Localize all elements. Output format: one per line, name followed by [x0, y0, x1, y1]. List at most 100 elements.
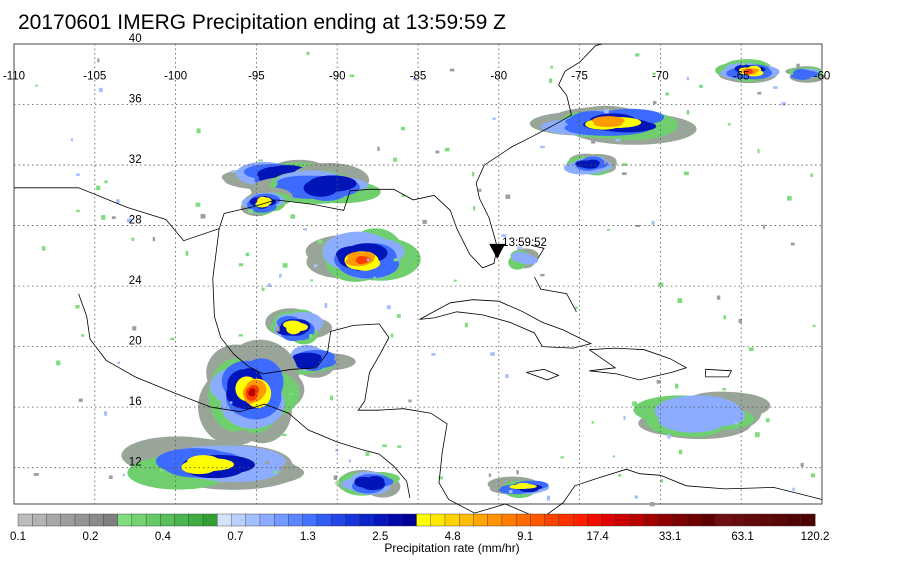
lon-tick-label: -70 — [652, 70, 669, 82]
precip-cell — [248, 390, 255, 397]
colorbar-swatch — [587, 513, 603, 527]
precip-speck — [335, 449, 339, 452]
satellite-time-label: 13:59:52 — [502, 237, 547, 249]
precip-speck — [303, 228, 307, 231]
coastline-puerto-rico — [705, 368, 733, 378]
precip-speck — [431, 353, 436, 356]
precip-speck — [464, 322, 468, 328]
lon-tick-label: -75 — [571, 70, 588, 82]
precip-atlantic-east — [785, 66, 825, 83]
colorbar-tick-label: 2.5 — [372, 531, 388, 543]
precip-speck — [408, 399, 412, 403]
coastline-hispaniola — [589, 347, 688, 381]
precip-speck — [505, 374, 509, 379]
colorbar-swatch — [160, 513, 176, 527]
colorbar-swatch — [245, 513, 261, 527]
colorbar-title: Precipitation rate (mm/hr) — [384, 541, 520, 555]
precip-speck — [313, 264, 318, 268]
lon-tick-label: -110 — [3, 70, 25, 82]
precip-speck — [653, 101, 657, 105]
precip-speck — [263, 350, 268, 353]
colorbar-swatch — [103, 513, 119, 527]
precip-speck — [790, 242, 795, 246]
precip-speck — [621, 172, 627, 175]
colorbar-swatch — [715, 513, 731, 527]
precip-speck — [765, 418, 770, 423]
colorbar-swatch — [743, 513, 759, 527]
precip-speck — [435, 150, 440, 154]
precip-atlantic-northeast — [715, 59, 780, 84]
precip-speck — [575, 306, 578, 310]
precip-speck — [735, 421, 738, 425]
colorbar-swatch — [302, 513, 318, 527]
precip-cell — [516, 253, 532, 262]
precip-speck — [393, 258, 399, 262]
precip-speck — [111, 216, 116, 220]
precip-speck — [757, 91, 762, 95]
precip-speck — [365, 452, 370, 456]
precip-speck — [390, 333, 394, 338]
colorbar-swatch — [644, 513, 659, 527]
colorbar-swatch — [273, 513, 289, 527]
lat-tick-label: 12 — [129, 457, 142, 469]
precip-speck — [393, 157, 397, 162]
colorbar-swatch — [117, 513, 133, 527]
precip-louisiana-cluster — [250, 162, 381, 204]
colorbar-swatch — [572, 513, 588, 527]
precip-speck — [741, 62, 745, 66]
precip-carolina-cells — [563, 153, 617, 176]
lat-tick-label: 28 — [129, 215, 142, 227]
lat-tick-label: 40 — [129, 33, 142, 45]
coastline-layer — [14, 43, 823, 520]
colorbar-swatch — [430, 513, 446, 527]
precip-speck — [591, 139, 596, 144]
lon-tick-label: -100 — [164, 70, 187, 82]
precip-speck — [78, 398, 83, 402]
satellite-position-icon — [489, 243, 506, 259]
precip-cell — [743, 70, 752, 75]
precip-scattered-specks — [33, 51, 816, 507]
precip-speck — [281, 433, 287, 437]
precip-gulf-coast-cells — [240, 187, 294, 217]
precip-speck — [453, 279, 457, 282]
precip-speck — [98, 87, 103, 93]
precip-speck — [678, 449, 683, 455]
precip-speck — [401, 194, 405, 198]
precip-cell — [792, 69, 813, 78]
colorbar-swatch — [402, 513, 417, 527]
lat-tick-label: 36 — [129, 94, 142, 106]
precip-speck — [490, 352, 495, 356]
precip-speck — [615, 138, 621, 142]
precip-speck — [508, 490, 513, 494]
precip-speck — [335, 482, 340, 485]
precip-speck — [309, 334, 313, 339]
colorbar-swatch — [17, 513, 33, 527]
precip-speck — [324, 303, 328, 308]
precip-speck — [131, 237, 135, 241]
precip-speck — [238, 334, 243, 337]
precip-speck — [591, 421, 595, 424]
precip-speck — [754, 432, 760, 438]
precip-speck — [258, 159, 263, 162]
colorbar-swatch — [786, 513, 802, 527]
colorbar-swatch — [473, 513, 489, 527]
precip-speck — [634, 495, 638, 499]
precip-speck — [397, 445, 402, 448]
precip-speck — [349, 74, 355, 78]
precip-speck — [787, 196, 792, 201]
precip-speck — [607, 228, 610, 231]
precip-speck — [238, 263, 244, 267]
precip-speck — [622, 163, 627, 167]
precip-speck — [310, 279, 313, 282]
precip-speck — [248, 209, 254, 213]
precip-speck — [658, 282, 664, 287]
colorbar-swatch — [316, 513, 332, 527]
precip-speck — [472, 206, 476, 211]
precip-speck — [623, 415, 626, 420]
precip-speck — [196, 128, 201, 134]
colorbar-tick-label: 0.2 — [82, 531, 98, 543]
lon-tick-label: -85 — [410, 70, 427, 82]
precip-speck — [604, 109, 609, 114]
precip-speck — [101, 215, 106, 220]
precip-speck — [651, 220, 655, 225]
